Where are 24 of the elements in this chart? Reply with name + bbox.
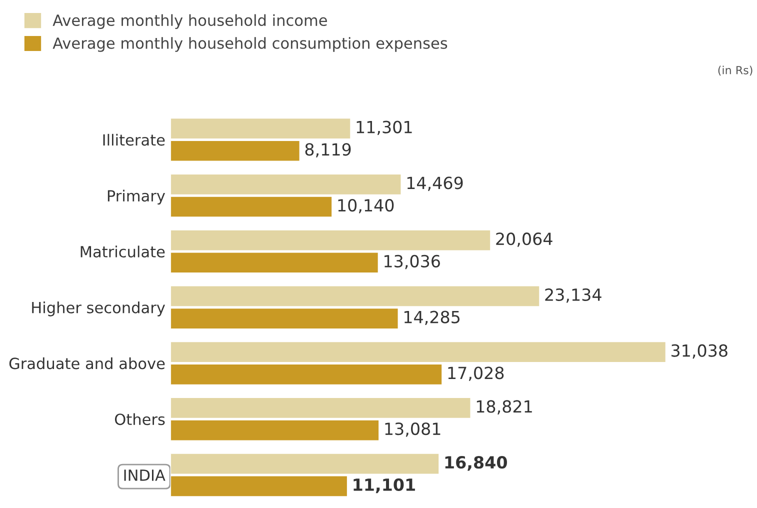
y-tick-label: Others bbox=[114, 413, 165, 426]
data-label: 23,134 bbox=[545, 288, 602, 303]
data-label: 16,840 bbox=[445, 456, 507, 471]
data-label: 14,285 bbox=[404, 310, 460, 326]
data-label: 11,301 bbox=[356, 120, 412, 136]
data-label: 11,101 bbox=[354, 478, 415, 494]
y-tick-label: Primary bbox=[108, 190, 166, 205]
data-label: 14,469 bbox=[407, 176, 463, 191]
data-label: 13,036 bbox=[384, 254, 440, 270]
data-label: 13,081 bbox=[385, 422, 440, 437]
legend-label: Average monthly household consumption expenses bbox=[52, 37, 448, 52]
text: (in Rs) bbox=[718, 66, 752, 76]
data-label: 18,821 bbox=[476, 400, 532, 414]
data-label: 20,064 bbox=[496, 232, 552, 247]
y-tick-label: Illiterate bbox=[103, 134, 165, 146]
data-label: 10,140 bbox=[338, 198, 394, 214]
data-label: 8,119 bbox=[305, 143, 351, 158]
data-label: 31,038 bbox=[671, 344, 728, 359]
legend-label: Average monthly household income bbox=[52, 14, 327, 29]
y-tick-label: Graduate and above bbox=[9, 357, 165, 370]
y-tick-label: Higher secondary bbox=[32, 302, 166, 316]
data-label: 17,028 bbox=[448, 366, 504, 381]
y-tick-label: INDIA bbox=[124, 470, 166, 481]
y-tick-label: Matriculate bbox=[80, 246, 165, 258]
